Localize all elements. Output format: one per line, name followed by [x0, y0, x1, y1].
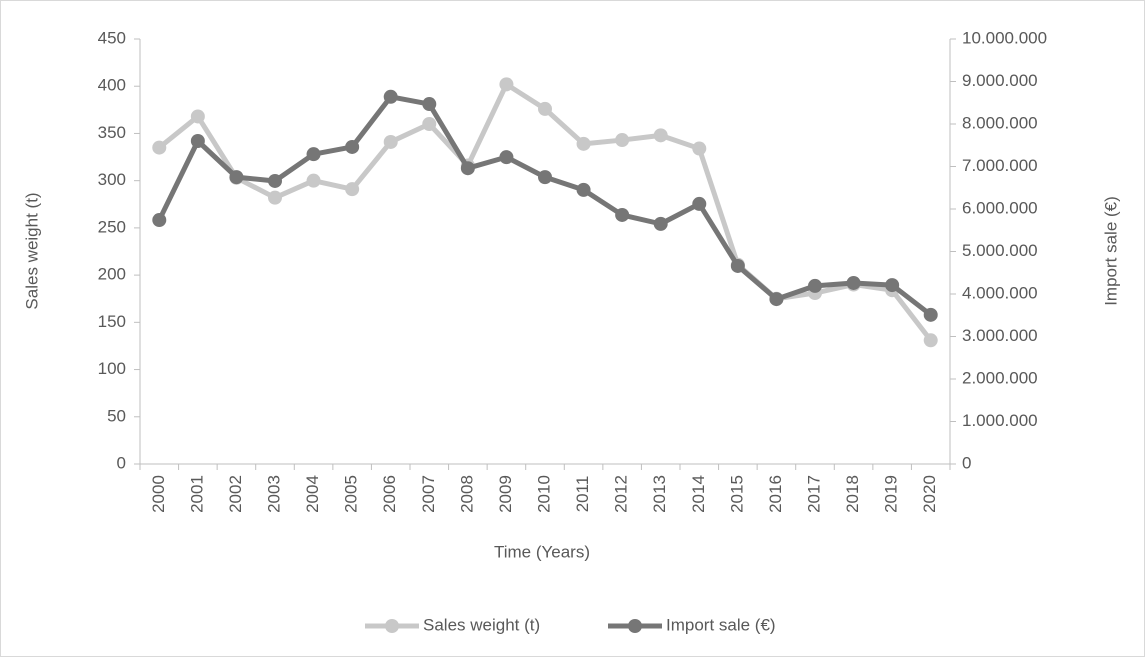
series-line [157, 81, 933, 342]
x-tick-label: 2019 [882, 475, 901, 513]
point [422, 117, 437, 131]
point [769, 292, 784, 307]
point [345, 182, 360, 197]
point [730, 258, 745, 273]
point [576, 136, 591, 151]
y-tick-label: 250 [98, 217, 126, 236]
x-tick-label: 2012 [612, 475, 631, 513]
point [460, 161, 475, 176]
point [422, 97, 437, 112]
y2-tick-label: 9.000.000 [962, 71, 1038, 90]
y-tick-label: 200 [98, 265, 126, 284]
y2-tick-label: 8.000.000 [962, 113, 1038, 132]
x-tick-label: 2001 [187, 475, 206, 513]
point [653, 128, 668, 143]
x-tick-label: 2002 [226, 475, 245, 513]
legend-label: Sales weight (t) [423, 615, 540, 634]
y2-tick-label: 5.000.000 [962, 241, 1038, 260]
y2-tick-label: 3.000.000 [962, 326, 1038, 345]
y2-tick-label: 1.000.000 [962, 411, 1038, 430]
point [152, 140, 167, 155]
y-tick-label: 300 [98, 170, 126, 189]
point [268, 190, 282, 205]
x-tick-label: 2004 [303, 475, 322, 513]
point [229, 170, 244, 185]
point [499, 150, 514, 165]
x-tick-label: 2016 [766, 475, 785, 513]
y-axis-title: Sales weight (t) [22, 192, 41, 309]
y2-tick-label: 7.000.000 [962, 156, 1038, 175]
x-tick-label: 2011 [573, 476, 592, 513]
x-tick-label: 2018 [843, 475, 862, 513]
legend-label: Import sale (€) [666, 615, 776, 634]
x-tick-label: 2017 [804, 475, 823, 513]
y2-tick-label: 0 [962, 453, 971, 472]
point [653, 216, 668, 231]
y2-tick-label: 2.000.000 [962, 368, 1038, 387]
point [538, 170, 552, 185]
x-tick-label: 2008 [457, 475, 476, 513]
point [345, 139, 360, 154]
point [190, 134, 205, 148]
point [499, 77, 514, 92]
point [268, 173, 282, 188]
x-tick-label: 2007 [419, 475, 438, 513]
x-tick-label: 2005 [342, 475, 361, 513]
point [383, 134, 398, 149]
point [383, 89, 398, 104]
x-axis-title: Time (Years) [494, 542, 590, 561]
y-tick-label: 450 [98, 28, 126, 47]
point [306, 173, 321, 188]
x-tick-label: 2009 [496, 475, 515, 513]
x-tick-label: 2006 [380, 475, 399, 513]
point [615, 207, 630, 222]
y-tick-label: 0 [117, 453, 126, 472]
point [692, 196, 707, 211]
y-tick-label: 100 [98, 359, 126, 378]
point [808, 278, 822, 293]
point [190, 109, 205, 124]
y-tick-label: 150 [98, 312, 126, 331]
point [692, 141, 707, 156]
x-tick-label: 2015 [727, 475, 746, 513]
y-tick-label: 400 [98, 76, 126, 95]
y-tick-label: 350 [98, 123, 126, 142]
x-tick-label: 2003 [264, 475, 283, 513]
y2-axis-title: Import sale (€) [1101, 196, 1120, 306]
point [846, 275, 861, 290]
y-tick-label: 50 [107, 406, 126, 425]
point [923, 333, 938, 348]
point [152, 213, 167, 228]
x-tick-label: 2010 [534, 475, 553, 513]
x-tick-label: 2013 [650, 475, 669, 513]
legend-marker [385, 619, 399, 633]
point [538, 101, 552, 116]
y2-tick-label: 10.000.000 [962, 28, 1047, 47]
point [885, 278, 900, 293]
x-tick-label: 2020 [920, 475, 939, 513]
point [615, 133, 630, 148]
point [306, 147, 321, 162]
point [923, 307, 938, 322]
legend-marker [628, 619, 642, 633]
y2-tick-label: 4.000.000 [962, 283, 1038, 302]
x-tick-label: 2000 [149, 475, 168, 513]
point [576, 182, 591, 197]
x-tick-label: 2014 [689, 475, 708, 513]
y2-tick-label: 6.000.000 [962, 198, 1038, 217]
